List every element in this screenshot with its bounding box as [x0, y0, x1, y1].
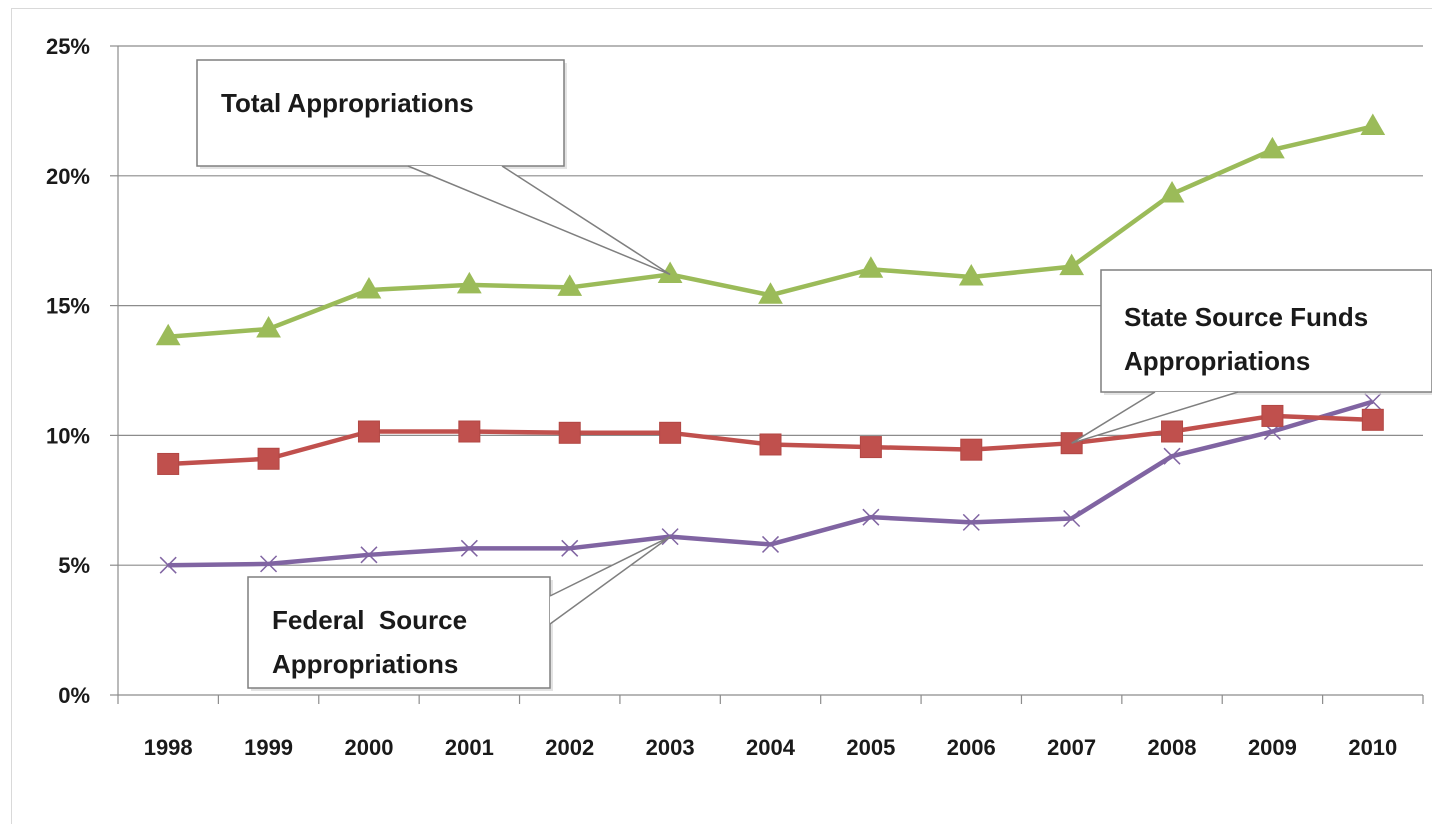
- callout-pointer: [407, 165, 671, 276]
- data-point-x: [1163, 447, 1181, 465]
- x-tick-label: 2005: [846, 735, 895, 760]
- callout-box: [1100, 269, 1432, 393]
- y-tick-label: 15%: [46, 294, 90, 319]
- data-point-square: [960, 438, 983, 461]
- data-point-x-stroke: [862, 508, 880, 526]
- data-point-triangle: [557, 274, 583, 296]
- callout-pointer: [1071, 391, 1239, 444]
- data-point-triangle: [858, 256, 884, 278]
- data-point-square: [458, 420, 481, 443]
- data-point-triangle: [356, 277, 382, 299]
- data-point-triangle: [758, 282, 783, 304]
- data-point-square: [257, 447, 280, 470]
- callout-text: Appropriations: [272, 649, 458, 679]
- data-point-x: [862, 508, 880, 526]
- y-axis-tick-labels: 0% 5% 10% 15% 20% 25%: [46, 34, 90, 708]
- data-point-square: [659, 421, 682, 444]
- data-point-x-stroke: [761, 535, 780, 553]
- x-tick-label: 2003: [646, 735, 695, 760]
- x-tick-label: 2006: [947, 735, 996, 760]
- series-state-source-funds-appropriations: [157, 404, 1384, 475]
- callout-text: Appropriations: [1124, 346, 1310, 376]
- x-tick-label: 2001: [445, 735, 494, 760]
- data-point-triangle: [1059, 253, 1085, 276]
- callout-box: [247, 576, 551, 689]
- x-tick-label: 2007: [1047, 735, 1096, 760]
- data-point-triangle: [155, 323, 181, 346]
- data-point-square: [1161, 420, 1184, 443]
- data-point-triangle: [958, 264, 984, 286]
- data-point-triangle: [1159, 180, 1185, 203]
- data-point-x-stroke: [962, 513, 980, 531]
- data-point-x-stroke: [260, 555, 278, 573]
- y-tick-label: 20%: [46, 164, 90, 189]
- data-point-square: [558, 421, 581, 444]
- data-point-square: [157, 452, 180, 475]
- data-point-x-stroke: [1364, 393, 1382, 411]
- series-federal-source-appropriations: [159, 393, 1382, 574]
- x-tick-label: 2002: [545, 735, 594, 760]
- x-tick-label: 2010: [1348, 735, 1397, 760]
- y-tick-label: 25%: [46, 34, 90, 59]
- data-point-x: [1364, 393, 1382, 411]
- callout-text: Total Appropriations: [221, 88, 474, 118]
- data-point-x-stroke: [360, 546, 378, 564]
- data-point-square: [1361, 408, 1384, 431]
- data-point-x: [260, 555, 278, 573]
- data-point-x-stroke: [159, 556, 177, 574]
- data-point-x: [962, 513, 980, 531]
- x-tick-label: 2004: [746, 735, 796, 760]
- callout-layer: Total Appropriations State Source Funds Ap…: [196, 59, 1432, 691]
- y-tick-label: 5%: [58, 553, 90, 578]
- data-point-x: [360, 546, 378, 564]
- x-tick-label: 1999: [244, 735, 293, 760]
- y-tick-label: 0%: [58, 683, 90, 708]
- data-point-x: [761, 535, 780, 553]
- callout-text: Federal Source: [272, 605, 467, 635]
- data-point-x-stroke: [1163, 447, 1181, 465]
- data-point-triangle: [1360, 113, 1386, 135]
- data-point-square: [1261, 404, 1284, 427]
- x-tick-label: 2000: [344, 735, 393, 760]
- data-point-x: [159, 556, 177, 574]
- y-tick-label: 10%: [46, 423, 90, 448]
- x-tick-label: 1998: [144, 735, 193, 760]
- x-tick-label: 2008: [1148, 735, 1197, 760]
- series-total-appropriations: [155, 113, 1386, 346]
- callout-state-source-funds-appropriations: State Source Funds Appropriations: [1071, 269, 1432, 444]
- data-point-triangle: [256, 315, 281, 338]
- data-point-square: [357, 420, 380, 443]
- callout-box: [196, 59, 565, 167]
- data-point-triangle: [1260, 136, 1285, 159]
- data-point-x: [460, 539, 478, 557]
- data-point-square: [759, 433, 782, 456]
- callout-pointer: [549, 535, 671, 625]
- data-point-square: [859, 436, 882, 459]
- data-point-x: [1063, 509, 1081, 528]
- x-tick-label: 2009: [1248, 735, 1297, 760]
- callout-text: State Source Funds: [1124, 302, 1368, 332]
- series-layer: [155, 113, 1386, 574]
- axes: [110, 45, 1424, 704]
- callout-federal-source-appropriations: Federal Source Appropriations: [247, 535, 671, 691]
- x-axis-tick-labels: 1998 1999 2000 2001 2002 2003 2004 2005 2006 2007…: [144, 735, 1398, 760]
- data-point-x-stroke: [1063, 509, 1081, 528]
- data-point-x: [561, 539, 579, 557]
- data-point-x-stroke: [460, 539, 478, 557]
- data-point-triangle: [456, 271, 482, 294]
- data-point-x-stroke: [561, 539, 579, 557]
- callout-total-appropriations: Total Appropriations: [196, 59, 671, 276]
